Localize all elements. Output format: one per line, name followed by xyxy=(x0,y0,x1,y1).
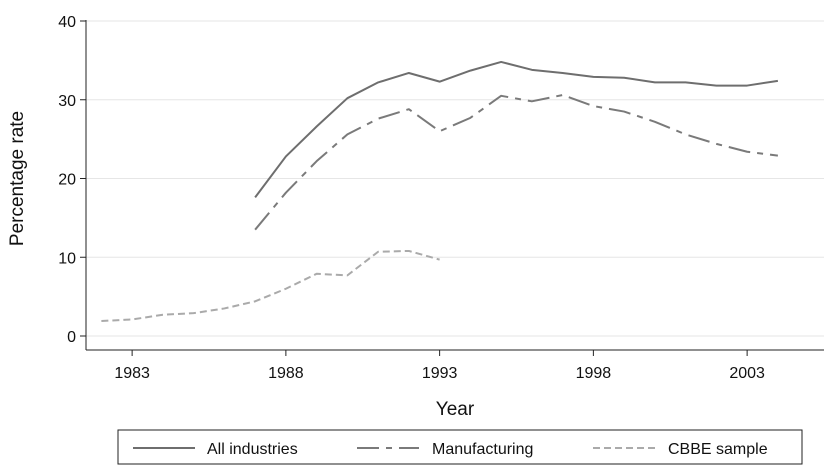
legend-label-3: CBBE sample xyxy=(668,441,768,458)
x-tick-label: 1998 xyxy=(576,365,612,382)
series-line-3 xyxy=(101,249,440,323)
legend-label-1: All industries xyxy=(207,441,298,458)
axes xyxy=(85,20,824,351)
y-tick-label: 20 xyxy=(58,172,76,189)
series-lines xyxy=(101,60,779,323)
x-tick-label: 2003 xyxy=(729,365,765,382)
x-tick-label: 1988 xyxy=(268,365,304,382)
x-tick-label: 1993 xyxy=(422,365,458,382)
gridlines xyxy=(86,20,824,337)
legend-label-2: Manufacturing xyxy=(432,441,533,458)
x-axis-title: Year xyxy=(436,399,475,420)
y-tick-label: 40 xyxy=(58,14,76,31)
series-line-2 xyxy=(254,94,779,231)
x-tick-label: 1983 xyxy=(114,365,150,382)
legend-box xyxy=(117,429,803,465)
series-line-1 xyxy=(254,60,779,199)
legend: All industries Manufacturing CBBE sample xyxy=(117,429,803,465)
ticks: 0 10 20 30 40 1983 1988 1993 1998 2003 xyxy=(58,14,765,382)
y-tick-label: 30 xyxy=(58,93,76,110)
y-tick-label: 0 xyxy=(67,329,76,346)
y-tick-label: 10 xyxy=(58,250,76,267)
y-axis-title: Percentage rate xyxy=(7,111,28,246)
